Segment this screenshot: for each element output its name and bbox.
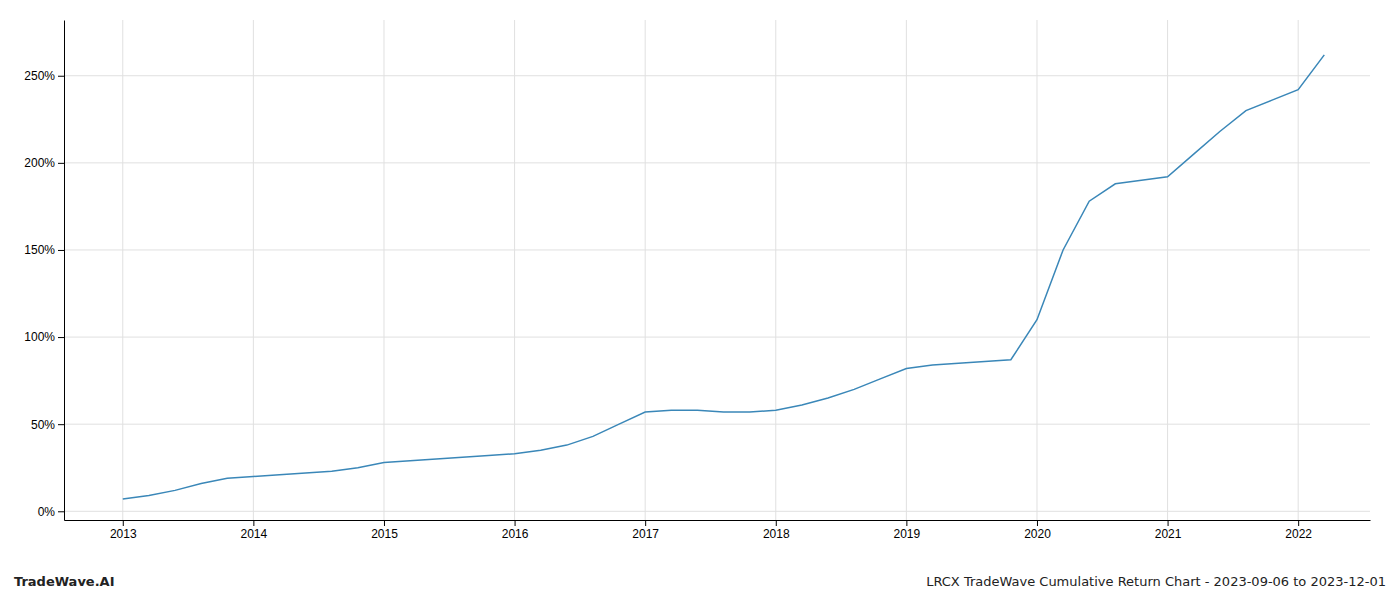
x-tick-mark	[123, 520, 124, 526]
x-tick-mark	[776, 520, 777, 526]
y-tick: 250%	[24, 69, 64, 83]
y-tick-mark	[58, 337, 64, 338]
x-tick-label: 2016	[502, 527, 529, 541]
y-tick: 50%	[31, 418, 64, 432]
x-tick: 2020	[1024, 520, 1051, 541]
grid	[64, 20, 1370, 520]
y-tick: 100%	[24, 330, 64, 344]
grid-line	[514, 20, 515, 520]
grid-line	[1298, 20, 1299, 520]
y-tick-label: 0%	[38, 505, 56, 519]
x-tick-label: 2020	[1024, 527, 1051, 541]
y-tick: 150%	[24, 243, 64, 257]
grid-line	[775, 20, 776, 520]
y-tick-mark	[58, 424, 64, 425]
x-axis-line	[65, 520, 1371, 521]
y-tick-label: 100%	[24, 330, 55, 344]
x-tick-mark	[384, 520, 385, 526]
x-tick-label: 2022	[1285, 527, 1312, 541]
x-tick-mark	[1298, 520, 1299, 526]
y-tick-label: 50%	[31, 418, 55, 432]
data-line	[123, 55, 1325, 499]
footer-left: TradeWave.AI	[14, 574, 115, 589]
grid-line	[645, 20, 646, 520]
y-tick-label: 150%	[24, 243, 55, 257]
x-tick: 2014	[241, 520, 268, 541]
marks	[123, 55, 1325, 499]
x-tick: 2015	[371, 520, 398, 541]
x-tick-mark	[253, 520, 254, 526]
y-tick-label: 250%	[24, 69, 55, 83]
y-tick: 0%	[38, 505, 64, 519]
x-tick-label: 2015	[371, 527, 398, 541]
grid-line	[64, 162, 1370, 163]
x-tick-mark	[515, 520, 516, 526]
x-tick: 2018	[763, 520, 790, 541]
x-tick: 2021	[1155, 520, 1182, 541]
x-tick: 2013	[110, 520, 137, 541]
x-tick: 2019	[894, 520, 921, 541]
x-tick-mark	[1037, 520, 1038, 526]
footer-right: LRCX TradeWave Cumulative Return Chart -…	[926, 574, 1386, 589]
x-tick-label: 2014	[241, 527, 268, 541]
grid-line	[64, 424, 1370, 425]
x-tick: 2022	[1285, 520, 1312, 541]
plot: 2013 2014 2015 2016 2017 2018 2019 2020 2021 2022…	[24, 20, 1370, 541]
grid-line	[64, 249, 1370, 250]
grid-line	[1167, 20, 1168, 520]
y-tick-mark	[58, 163, 64, 164]
y-tick: 200%	[24, 156, 64, 170]
x-tick-label: 2013	[110, 527, 137, 541]
x-tick-label: 2021	[1155, 527, 1182, 541]
x-tick: 2017	[632, 520, 659, 541]
y-axis: 0% 50% 100% 150% 200% 250%	[24, 21, 64, 521]
y-tick-label: 200%	[24, 156, 55, 170]
x-tick-mark	[1168, 520, 1169, 526]
y-tick-mark	[58, 76, 64, 77]
grid-line	[64, 511, 1370, 512]
x-tick-label: 2017	[632, 527, 659, 541]
grid-line	[64, 75, 1370, 76]
grid-line	[1036, 20, 1037, 520]
chart: 2013 2014 2015 2016 2017 2018 2019 2020 2021 2022…	[0, 0, 1400, 600]
y-tick-mark	[58, 250, 64, 251]
x-tick-label: 2019	[894, 527, 921, 541]
x-tick-label: 2018	[763, 527, 790, 541]
grid-line	[906, 20, 907, 520]
grid-line	[122, 20, 123, 520]
x-tick-mark	[645, 520, 646, 526]
grid-line	[64, 337, 1370, 338]
x-axis: 2013 2014 2015 2016 2017 2018 2019 2020 2021 2022	[65, 520, 1371, 541]
x-tick: 2016	[502, 520, 529, 541]
y-axis-line	[64, 21, 65, 521]
x-tick-mark	[906, 520, 907, 526]
grid-line	[383, 20, 384, 520]
y-tick-mark	[58, 511, 64, 512]
grid-line	[253, 20, 254, 520]
